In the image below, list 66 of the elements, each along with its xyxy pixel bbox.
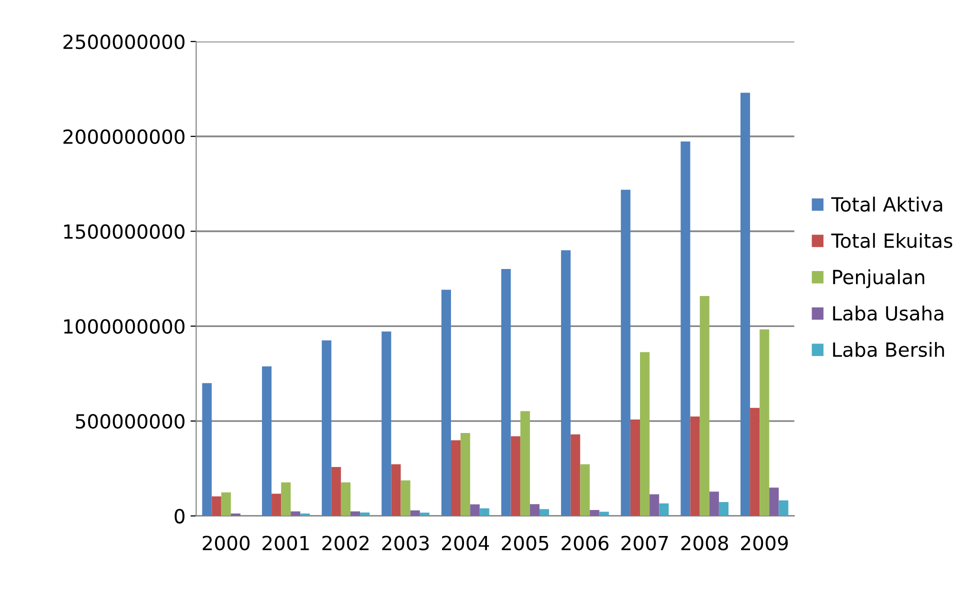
bar xyxy=(441,290,451,516)
bar xyxy=(718,502,729,516)
legend-label: Total Ekuitas xyxy=(831,232,952,248)
y-tick-label: 1000000000 xyxy=(64,319,184,334)
bar xyxy=(520,411,530,516)
x-tick-label: 2001 xyxy=(262,536,309,550)
legend-label: Total Aktiva xyxy=(831,196,942,212)
bar xyxy=(640,352,650,516)
bar xyxy=(540,509,550,516)
bar xyxy=(450,440,461,516)
bar xyxy=(750,408,760,516)
bar xyxy=(470,504,480,516)
bar xyxy=(769,488,779,516)
bar xyxy=(331,466,341,516)
bar xyxy=(510,436,520,516)
bar xyxy=(680,142,690,516)
bar xyxy=(382,331,392,516)
bar xyxy=(630,420,640,516)
bar xyxy=(659,503,669,516)
bar xyxy=(760,329,770,516)
bar xyxy=(740,92,750,516)
bar xyxy=(570,434,580,516)
bar xyxy=(410,510,420,516)
x-tick-label: 2007 xyxy=(621,536,668,550)
bar xyxy=(501,269,511,516)
y-tick-label: 2500000000 xyxy=(63,34,184,50)
bar xyxy=(700,296,710,516)
bar xyxy=(599,512,609,516)
bar xyxy=(650,494,660,516)
x-tick-label: 2003 xyxy=(382,536,429,550)
y-tick-label: 0 xyxy=(174,508,184,524)
x-tick-label: 2002 xyxy=(322,536,369,550)
bar xyxy=(620,190,630,516)
legend-label: Laba Bersih xyxy=(833,342,944,357)
bar xyxy=(420,512,430,516)
bar xyxy=(212,496,222,516)
x-tick-label: 2006 xyxy=(562,536,608,550)
bar xyxy=(202,383,212,516)
bar xyxy=(290,511,300,516)
bar xyxy=(400,480,410,516)
bar xyxy=(391,464,401,516)
x-tick-label: 2008 xyxy=(681,536,728,550)
bar xyxy=(322,340,332,516)
x-tick-label: 2004 xyxy=(442,536,489,550)
bar xyxy=(530,504,540,516)
bar xyxy=(460,432,470,516)
y-tick-label: 500000000 xyxy=(76,414,184,429)
legend-label: Penjualan xyxy=(833,269,924,288)
legend-label: Laba Usaha xyxy=(833,306,944,321)
bar xyxy=(281,482,291,516)
bar xyxy=(561,250,571,516)
bar xyxy=(262,366,272,516)
x-tick-label: 2009 xyxy=(741,536,788,550)
bar xyxy=(690,416,700,516)
bar xyxy=(221,492,231,516)
x-tick-label: 2005 xyxy=(502,536,548,550)
bar xyxy=(272,494,282,516)
bar xyxy=(480,508,490,516)
y-tick-label: 1500000000 xyxy=(64,224,184,239)
bar xyxy=(709,492,719,516)
bar xyxy=(580,464,590,516)
bar xyxy=(590,510,600,516)
bar xyxy=(340,482,350,516)
x-tick-label: 2000 xyxy=(202,536,250,550)
y-tick-label: 2000000000 xyxy=(63,129,184,144)
bar xyxy=(778,500,788,516)
